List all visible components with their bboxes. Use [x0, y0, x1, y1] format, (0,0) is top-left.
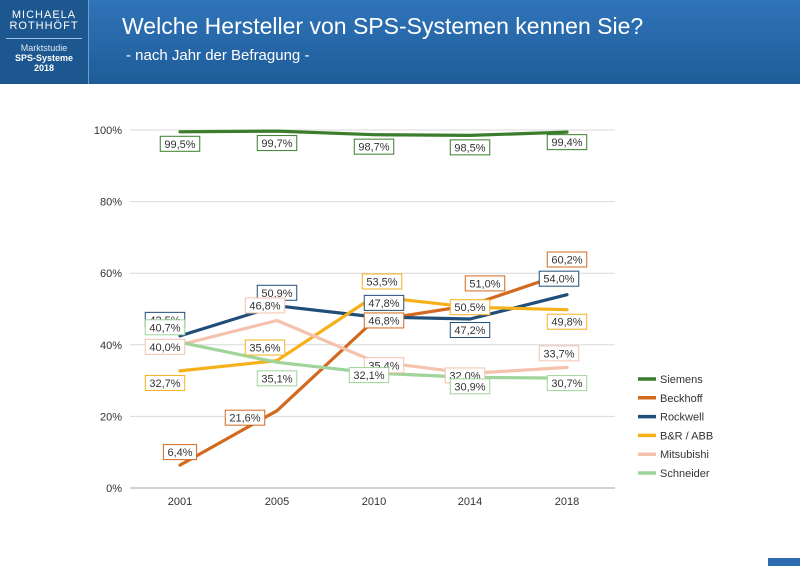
data-label-box: [162, 444, 198, 461]
x-tick-label: 2018: [555, 496, 579, 508]
data-label: 30,7%: [551, 378, 582, 390]
data-label: 49,8%: [551, 317, 582, 329]
header-banner: MICHAELA ROTHHÖFT Marktstudie SPS-System…: [0, 0, 800, 84]
legend-label: Beckhoff: [660, 393, 704, 405]
data-label-box: [256, 135, 298, 152]
y-tick-label: 60%: [100, 268, 122, 280]
data-label: 35,1%: [261, 373, 292, 385]
page-title: Welche Hersteller von SPS-Systemen kenne…: [122, 13, 644, 39]
data-label-box: [144, 338, 186, 355]
x-tick-label: 2014: [458, 496, 482, 508]
data-label-box: [256, 370, 298, 387]
x-tick-label: 2005: [265, 496, 289, 508]
data-label-box: [546, 375, 588, 392]
data-label-box: [449, 322, 491, 339]
data-label: 47,8%: [368, 298, 399, 310]
data-label: 32,1%: [353, 370, 384, 382]
data-label: 50,9%: [261, 288, 292, 300]
logo-year-label: 2018: [33, 63, 55, 73]
data-label: 40,7%: [149, 322, 180, 334]
logo-study-label: Marktstudie: [20, 43, 68, 53]
data-label: 99,4%: [551, 137, 582, 149]
logo-name-last: ROTHHÖFT: [9, 20, 79, 32]
data-label: 32,7%: [149, 378, 180, 390]
data-label-box: [348, 367, 390, 384]
data-label: 47,2%: [454, 325, 485, 337]
data-label: 40,0%: [149, 342, 180, 354]
x-tick-label: 2001: [168, 496, 192, 508]
y-tick-label: 20%: [100, 411, 122, 423]
data-label: 35,6%: [249, 343, 280, 355]
y-tick-label: 100%: [94, 125, 122, 137]
corner-accent: [768, 558, 800, 566]
data-label: 60,2%: [551, 254, 582, 266]
x-tick-label: 2010: [362, 496, 386, 508]
data-label: 98,5%: [454, 142, 485, 154]
data-label-box: [159, 135, 201, 152]
data-label-box: [363, 312, 405, 329]
data-label-box: [546, 251, 588, 268]
data-label: 99,5%: [164, 139, 195, 151]
legend-label: Siemens: [660, 374, 703, 386]
data-label-box: [464, 275, 506, 292]
data-label: 6,4%: [167, 447, 192, 459]
data-label: 50,5%: [454, 302, 485, 314]
y-tick-label: 40%: [100, 340, 122, 352]
data-label: 53,5%: [366, 276, 397, 288]
data-label: 30,9%: [454, 381, 485, 393]
data-label: 51,0%: [469, 278, 500, 290]
data-label: 46,8%: [368, 315, 399, 327]
data-label-box: [449, 299, 491, 316]
logo-divider: [6, 38, 82, 39]
legend-label: Rockwell: [660, 412, 704, 424]
data-label-box: [538, 345, 580, 362]
data-label-box: [224, 409, 266, 426]
data-label: 54,0%: [543, 274, 574, 286]
data-label: 98,7%: [358, 142, 389, 154]
data-label: 99,7%: [261, 138, 292, 150]
legend-label: B&R / ABB: [660, 430, 713, 442]
page-subtitle: - nach Jahr der Befragung -: [126, 47, 310, 64]
data-label-box: [546, 313, 588, 330]
company-logo: MICHAELA ROTHHÖFT Marktstudie SPS-System…: [0, 0, 89, 84]
y-tick-label: 0%: [106, 483, 122, 495]
data-label-box: [546, 134, 588, 151]
data-label-box: [244, 339, 286, 356]
data-label-box: [353, 138, 395, 155]
logo-name-first: MICHAELA: [11, 9, 77, 21]
data-label-box: [244, 297, 286, 314]
data-label: 21,6%: [229, 413, 260, 425]
data-label-box: [144, 319, 186, 336]
series-line-siemens: [178, 129, 569, 137]
data-label-box: [144, 374, 186, 391]
data-label: 46,8%: [249, 300, 280, 312]
data-label-box: [449, 378, 491, 395]
legend-label: Schneider: [660, 468, 710, 480]
data-label-box: [538, 270, 580, 287]
logo-topic-label: SPS-Systeme: [14, 53, 74, 63]
data-label-box: [363, 294, 405, 311]
y-tick-label: 80%: [100, 197, 122, 209]
data-label-box: [449, 139, 491, 156]
data-label: 33,7%: [543, 348, 574, 360]
legend-label: Mitsubishi: [660, 449, 709, 461]
data-label-box: [361, 273, 403, 290]
